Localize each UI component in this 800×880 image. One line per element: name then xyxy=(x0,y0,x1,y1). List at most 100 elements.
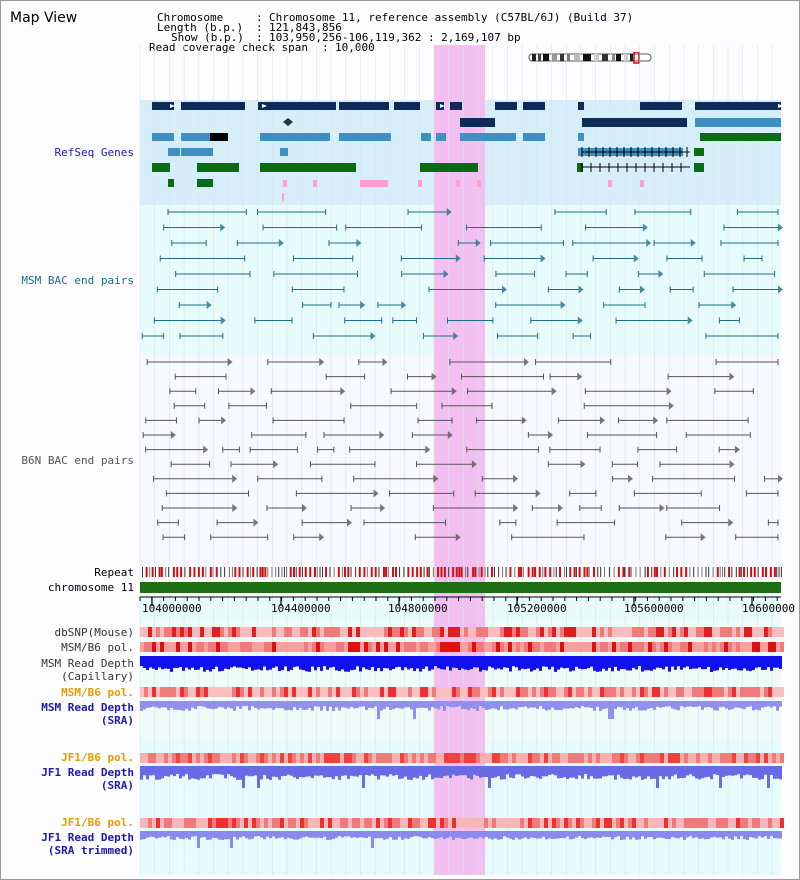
jf1-sra-depth-bar[interactable] xyxy=(479,766,482,778)
msm-sra-depth-bar[interactable] xyxy=(665,701,668,707)
jf1-b6-pol-trim-heat[interactable] xyxy=(336,818,340,828)
b6n-bac-pair-arrow-icon[interactable] xyxy=(253,518,259,527)
jf1-b6-pol-heat[interactable] xyxy=(468,753,472,763)
msm-capillary-depth-bar[interactable] xyxy=(200,656,203,668)
jf1-sra-trimmed-depth-bar[interactable] xyxy=(398,831,401,837)
repeat-element[interactable] xyxy=(452,567,455,577)
msm-b6-pol-heat[interactable] xyxy=(444,642,448,652)
msm-b6-pol-sra-heat[interactable] xyxy=(276,687,280,697)
jf1-b6-pol-heat[interactable] xyxy=(344,753,348,763)
msm-sra-depth-bar[interactable] xyxy=(623,701,626,711)
msm-sra-depth-bar[interactable] xyxy=(647,701,650,709)
jf1-b6-pol-heat[interactable] xyxy=(192,753,196,763)
msm-sra-depth-bar[interactable] xyxy=(524,701,527,707)
jf1-b6-pol-trim-heat[interactable] xyxy=(524,818,528,828)
msm-b6-pol-heat[interactable] xyxy=(760,642,764,652)
b6n-bac-pair-arrow-icon[interactable] xyxy=(535,489,541,498)
jf1-b6-pol-heat[interactable] xyxy=(336,753,340,763)
msm-bac-pair-arrow-icon[interactable] xyxy=(687,316,693,325)
jf1-sra-depth-bar[interactable] xyxy=(326,766,329,777)
repeat-element[interactable] xyxy=(201,567,204,577)
msm-capillary-depth-bar[interactable] xyxy=(257,656,260,670)
jf1-sra-trimmed-depth-bar[interactable] xyxy=(176,831,179,838)
msm-capillary-depth-bar[interactable] xyxy=(407,656,410,670)
msm-capillary-depth-bar[interactable] xyxy=(476,656,479,668)
dbsnp-heat[interactable] xyxy=(372,627,376,637)
msm-b6-pol-sra-heat[interactable] xyxy=(152,687,156,697)
msm-b6-pol-heat[interactable] xyxy=(428,642,432,652)
msm-b6-pol-sra-heat[interactable] xyxy=(612,687,616,697)
jf1-b6-pol-trim-heat[interactable] xyxy=(504,818,508,828)
jf1-b6-pol-trim-heat[interactable] xyxy=(720,818,724,828)
dbsnp-heat[interactable] xyxy=(740,627,744,637)
gene-feature[interactable] xyxy=(436,163,478,172)
msm-sra-depth-bar[interactable] xyxy=(545,701,548,711)
msm-b6-pol-sra-heat[interactable] xyxy=(492,687,496,697)
jf1-b6-pol-trim-heat[interactable] xyxy=(440,818,444,828)
msm-capillary-depth-bar[interactable] xyxy=(341,656,344,670)
b6n-bac-pair-arrow-icon[interactable] xyxy=(382,358,388,366)
gene-feature[interactable] xyxy=(495,102,517,110)
msm-sra-depth-bar[interactable] xyxy=(326,701,329,711)
jf1-sra-trimmed-depth-bar[interactable] xyxy=(368,831,371,837)
msm-b6-pol-sra-heat[interactable] xyxy=(748,687,752,697)
jf1-b6-pol-trim-heat[interactable] xyxy=(492,818,496,828)
dbsnp-heat[interactable] xyxy=(276,627,280,637)
msm-capillary-depth-bar[interactable] xyxy=(425,656,428,667)
jf1-b6-pol-trim-heat[interactable] xyxy=(284,818,288,828)
msm-sra-depth-bar[interactable] xyxy=(176,701,179,710)
repeat-element[interactable] xyxy=(350,567,352,577)
jf1-sra-trimmed-depth-bar[interactable] xyxy=(245,831,248,839)
jf1-sra-depth-bar[interactable] xyxy=(188,766,191,780)
jf1-b6-pol-trim-heat[interactable] xyxy=(172,818,176,828)
msm-b6-pol-heat[interactable] xyxy=(220,642,224,652)
jf1-b6-pol-trim-heat[interactable] xyxy=(388,818,392,828)
jf1-sra-depth-bar[interactable] xyxy=(308,766,311,777)
jf1-b6-pol-heat[interactable] xyxy=(392,753,396,763)
msm-sra-depth-bar[interactable] xyxy=(620,701,623,708)
msm-bac-pair-arrow-icon[interactable] xyxy=(642,223,648,232)
jf1-sra-depth-bar[interactable] xyxy=(530,766,533,777)
repeat-element[interactable] xyxy=(646,567,649,577)
b6n-bac-pair-arrow-icon[interactable] xyxy=(659,504,665,512)
jf1-sra-trimmed-depth-bar[interactable] xyxy=(341,831,344,838)
jf1-sra-trimmed-depth-bar[interactable] xyxy=(461,831,464,839)
dbsnp-heat[interactable] xyxy=(204,627,208,637)
msm-sra-depth-bar[interactable] xyxy=(458,701,461,707)
msm-sra-depth-bar[interactable] xyxy=(569,701,572,709)
msm-capillary-depth-bar[interactable] xyxy=(365,656,368,670)
msm-sra-depth-bar[interactable] xyxy=(398,701,401,709)
jf1-b6-pol-trim-heat[interactable] xyxy=(512,818,516,828)
repeat-element[interactable] xyxy=(757,567,759,577)
msm-capillary-depth-bar[interactable] xyxy=(656,656,659,668)
msm-capillary-depth-bar[interactable] xyxy=(149,656,152,668)
msm-capillary-depth-bar[interactable] xyxy=(206,656,209,670)
repeat-element[interactable] xyxy=(407,567,410,577)
msm-b6-pol-heat[interactable] xyxy=(712,642,716,652)
jf1-sra-trimmed-depth-bar[interactable] xyxy=(683,831,686,840)
jf1-b6-pol-heat[interactable] xyxy=(600,753,604,763)
msm-capillary-depth-bar[interactable] xyxy=(314,656,317,671)
jf1-sra-depth-bar[interactable] xyxy=(749,766,752,776)
repeat-element[interactable] xyxy=(701,567,703,577)
jf1-sra-depth-bar[interactable] xyxy=(518,766,521,775)
msm-b6-pol-sra-heat[interactable] xyxy=(620,687,624,697)
jf1-b6-pol-heat[interactable] xyxy=(636,753,640,763)
dbsnp-heat[interactable] xyxy=(616,627,620,637)
jf1-sra-trimmed-depth-bar[interactable] xyxy=(377,831,380,839)
snp-marker[interactable] xyxy=(360,180,388,187)
msm-sra-depth-bar[interactable] xyxy=(338,701,341,711)
repeat-element[interactable] xyxy=(395,567,398,577)
jf1-b6-pol-trim-heat[interactable] xyxy=(680,818,684,828)
msm-capillary-depth-bar[interactable] xyxy=(152,656,155,669)
msm-b6-pol-heat[interactable] xyxy=(336,642,340,652)
msm-sra-depth-bar[interactable] xyxy=(419,701,422,708)
jf1-sra-depth-bar[interactable] xyxy=(605,766,608,777)
dbsnp-heat[interactable] xyxy=(400,627,404,637)
msm-sra-depth-bar[interactable] xyxy=(632,701,635,709)
dbsnp-heat[interactable] xyxy=(140,627,144,637)
repeat-element[interactable] xyxy=(224,567,226,577)
b6n-bac-pair-arrow-icon[interactable] xyxy=(599,416,605,425)
jf1-b6-pol-trim-heat[interactable] xyxy=(232,818,236,828)
msm-sra-depth-bar[interactable] xyxy=(422,701,425,708)
